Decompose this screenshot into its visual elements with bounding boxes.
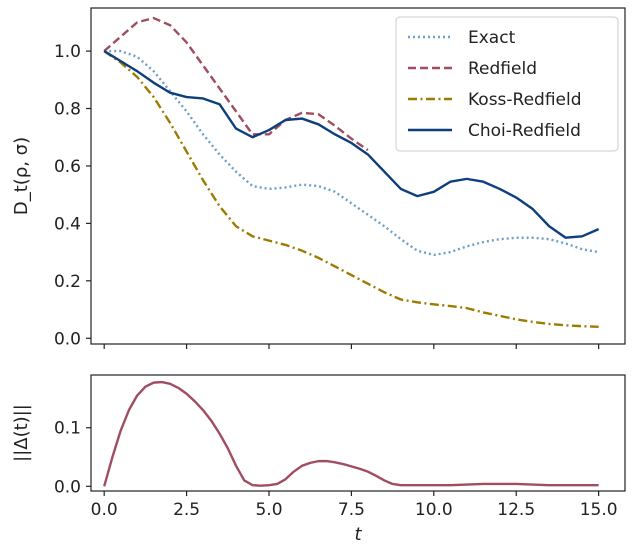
top-y-tick-label: 0.4: [54, 214, 81, 234]
top-y-tick-label: 1.0: [54, 42, 81, 62]
bottom-panel: 0.0 2.5 5.0 7.5 10.0 12.5 15.0 0.0 0.1 ||Δ(t)||…: [11, 374, 626, 545]
legend-label-redfield: Redfield: [468, 59, 537, 79]
series-line-choi-redfield: [103, 50, 600, 239]
x-tick-label: 2.5: [173, 500, 200, 520]
bottom-y-tick-label: 0.1: [54, 419, 81, 439]
legend-label-choi-redfield: Choi-Redfield: [468, 121, 581, 141]
series-line-koss-redfield: [103, 50, 599, 328]
top-y-tick-label: 0.8: [54, 100, 81, 120]
top-plot-frame: [90, 7, 626, 345]
top-y-tick-label: 0.2: [54, 272, 81, 292]
bottom-series-group: [103, 380, 599, 487]
top-y-tick-label: 0.0: [54, 329, 81, 349]
x-tick-label: 7.5: [338, 500, 365, 520]
top-x-ticks: [103, 344, 600, 349]
x-tick-label: 15.0: [580, 500, 618, 520]
series-line-bottom-0: [103, 380, 599, 487]
x-tick-label: 5.0: [255, 500, 282, 520]
legend-label-koss-redfield: Koss-Redfield: [468, 90, 582, 110]
series-line-redfield: [103, 16, 369, 152]
bottom-y-tick-label: 0.0: [54, 477, 81, 497]
top-panel: 0.0 0.2 0.4 0.6 0.8 1.0 D_t(ρ, σ) Exact Redfie…: [11, 7, 626, 349]
bottom-plot-frame: [90, 374, 626, 492]
top-y-axis-label: D_t(ρ, σ): [11, 137, 32, 215]
legend-label-exact: Exact: [468, 28, 516, 48]
x-tick-label: 0.0: [91, 500, 118, 520]
top-series-group: [103, 16, 600, 328]
top-y-ticks: 0.0 0.2 0.4 0.6 0.8 1.0: [54, 42, 91, 349]
bottom-y-ticks: 0.0 0.1: [54, 419, 91, 497]
legend: Exact Redfield Koss-Redfield Choi-Redfield: [395, 16, 619, 152]
legend-box: [395, 16, 619, 152]
top-y-tick-label: 0.6: [54, 157, 81, 177]
x-tick-label: 12.5: [497, 500, 535, 520]
bottom-x-ticks: 0.0 2.5 5.0 7.5 10.0 12.5 15.0: [91, 491, 618, 520]
bottom-y-axis-label: ||Δ(t)||: [11, 404, 32, 462]
series-line-exact: [104, 49, 599, 257]
x-axis-label: t: [354, 524, 362, 545]
x-tick-label: 10.0: [415, 500, 453, 520]
